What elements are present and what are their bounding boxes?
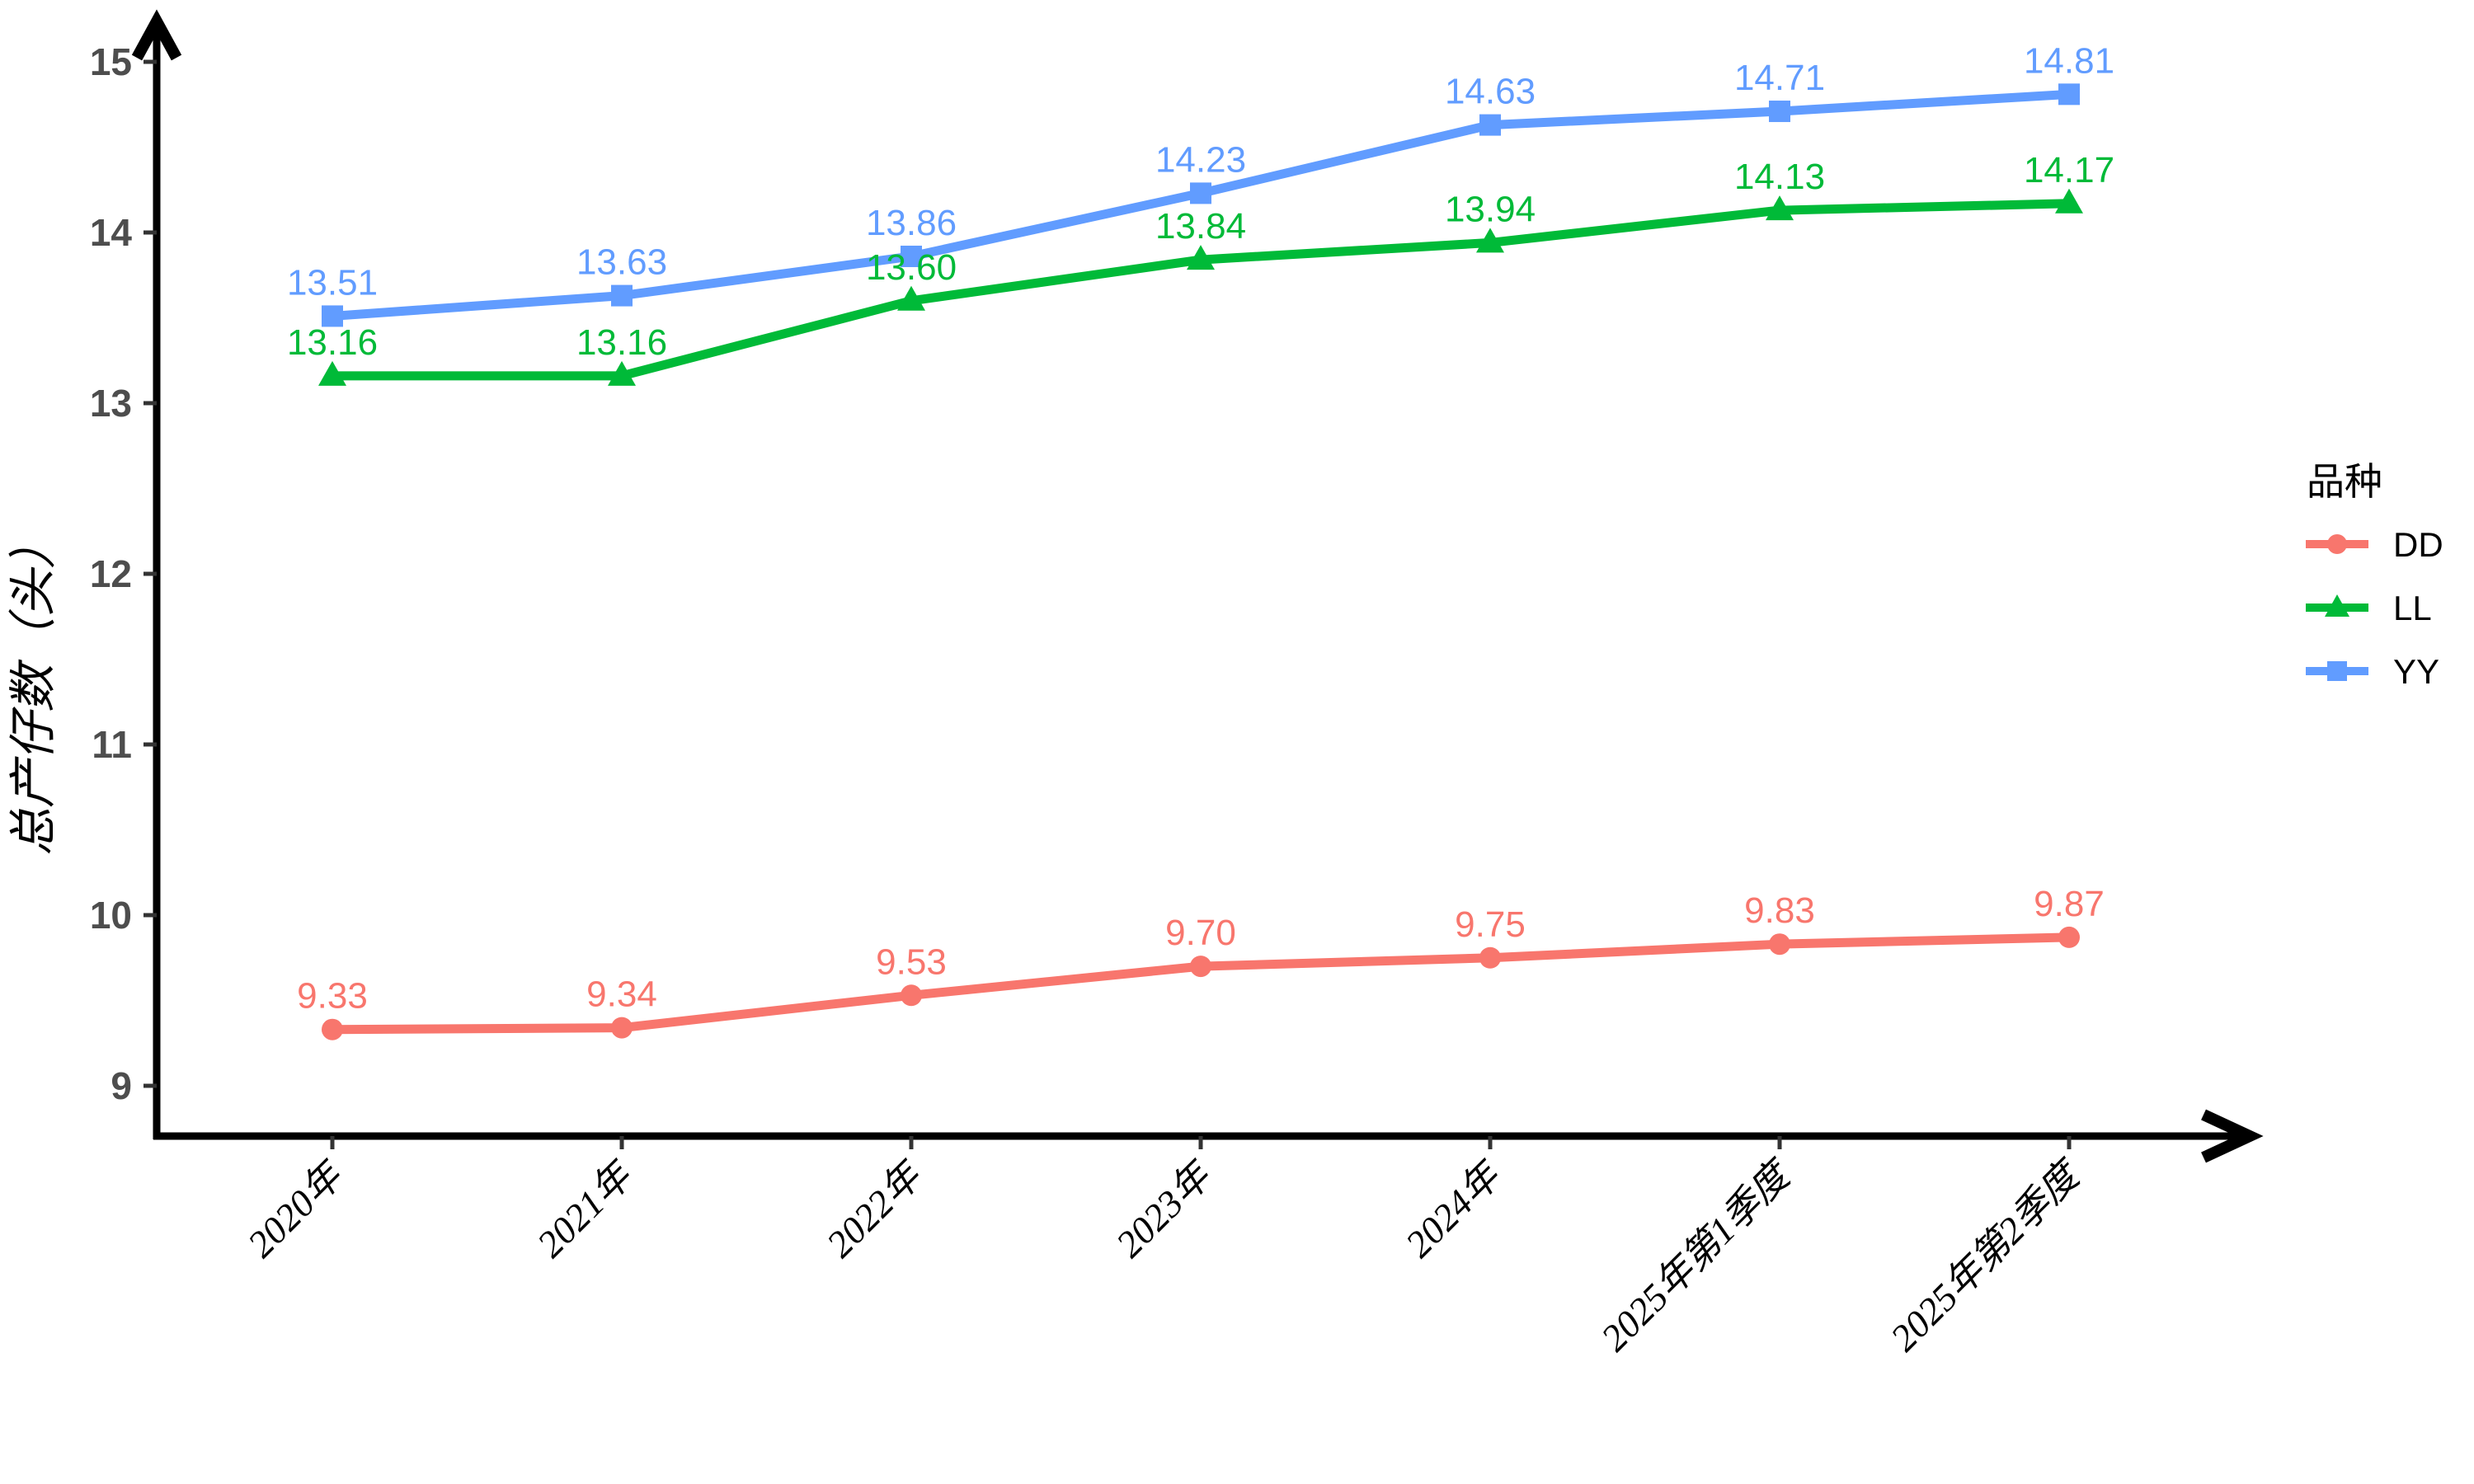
point-label-DD: 9.33 — [297, 976, 368, 1017]
y-tick-label: 11 — [92, 723, 132, 766]
point-label-YY: 13.51 — [287, 262, 378, 303]
data-point-LL — [2055, 188, 2083, 214]
data-point-LL — [1766, 195, 1794, 221]
data-point-YY — [901, 245, 922, 267]
data-point-YY — [1190, 182, 1211, 204]
data-point-DD — [322, 1018, 343, 1040]
y-axis-arrow-icon — [131, 9, 182, 61]
series-markers — [318, 83, 2083, 1040]
legend-item-DD: DD — [2306, 525, 2443, 564]
legend-item-label: DD — [2393, 525, 2443, 564]
point-label-LL: 14.17 — [2024, 150, 2114, 190]
x-tick-label: 2025年第1季度 — [1593, 1151, 1801, 1359]
x-axis-ticks: 2020年 2021年 2022年 2023年 2024年 2025年第1季度 2025年第… — [239, 1136, 2091, 1359]
point-label-YY: 14.23 — [1155, 139, 1246, 180]
data-point-YY — [611, 284, 633, 307]
data-point-LL — [897, 285, 925, 311]
data-point-YY — [1479, 114, 1501, 136]
data-point-YY — [322, 305, 343, 327]
data-point-YY — [2058, 83, 2080, 106]
plot-area: 9.33 9.34 9.53 9.70 9.75 9.83 9.87 13.16 13.16 13… — [287, 40, 2114, 1040]
legend-key-triangle-icon — [2325, 594, 2349, 617]
point-label-DD: 9.75 — [1455, 904, 1526, 945]
legend-item-LL: LL — [2306, 589, 2432, 627]
x-tick-label: 2025年第2季度 — [1883, 1151, 2091, 1359]
legend-key-square-icon — [2327, 661, 2347, 681]
y-axis-ticks: 9 10 11 12 13 14 15 — [90, 40, 157, 1107]
x-axis-arrow-icon — [2201, 1109, 2264, 1163]
x-tick-label: 2020年 — [239, 1153, 351, 1265]
point-label-LL: 13.16 — [576, 322, 667, 363]
point-label-YY: 14.63 — [1445, 72, 1536, 112]
legend-item-label: LL — [2393, 589, 2432, 627]
data-point-DD — [1479, 946, 1501, 969]
y-tick-label: 14 — [90, 211, 133, 254]
point-label-DD: 9.70 — [1165, 913, 1236, 953]
point-label-LL: 13.60 — [866, 247, 957, 288]
point-label-YY: 14.81 — [2024, 40, 2114, 81]
data-point-LL — [1476, 228, 1504, 253]
point-label-DD: 9.87 — [2034, 884, 2105, 924]
legend: 品种 DD LL YY — [2306, 461, 2443, 691]
y-axis-title: 总产仔数（头） — [7, 521, 60, 856]
data-point-DD — [2058, 926, 2080, 948]
y-tick-label: 9 — [111, 1064, 132, 1107]
x-tick-label: 2021年 — [529, 1153, 641, 1265]
data-point-YY — [1769, 101, 1790, 123]
point-label-DD: 9.53 — [876, 942, 947, 982]
point-label-YY: 13.63 — [576, 242, 667, 283]
legend-key-circle-icon — [2327, 534, 2347, 554]
point-labels: 9.33 9.34 9.53 9.70 9.75 9.83 9.87 13.16 13.16 13… — [287, 40, 2114, 1016]
data-point-DD — [611, 1017, 633, 1039]
point-label-YY: 14.71 — [1734, 58, 1825, 98]
point-label-LL: 14.13 — [1734, 157, 1825, 197]
point-label-LL: 13.94 — [1445, 189, 1536, 229]
x-tick-label: 2022年 — [818, 1153, 930, 1265]
y-tick-label: 12 — [90, 552, 132, 595]
legend-item-label: YY — [2393, 652, 2439, 691]
x-tick-label: 2024年 — [1397, 1153, 1509, 1265]
data-point-LL — [608, 360, 636, 386]
legend-title: 品种 — [2307, 461, 2382, 503]
y-tick-label: 10 — [90, 894, 132, 937]
point-label-LL: 13.84 — [1155, 206, 1246, 247]
point-label-LL: 13.16 — [287, 322, 378, 363]
y-tick-label: 15 — [90, 40, 132, 83]
y-tick-label: 13 — [90, 382, 132, 425]
legend-item-YY: YY — [2306, 652, 2439, 691]
data-point-DD — [1769, 933, 1790, 956]
point-label-YY: 13.86 — [866, 203, 957, 243]
legend-items: DD LL YY — [2306, 525, 2443, 691]
data-point-LL — [1187, 245, 1215, 270]
data-point-DD — [1190, 956, 1211, 978]
point-label-DD: 9.83 — [1744, 890, 1815, 931]
x-tick-label: 2023年 — [1108, 1153, 1220, 1265]
data-point-DD — [901, 984, 922, 1007]
data-point-LL — [318, 360, 346, 386]
point-label-DD: 9.34 — [586, 974, 657, 1015]
